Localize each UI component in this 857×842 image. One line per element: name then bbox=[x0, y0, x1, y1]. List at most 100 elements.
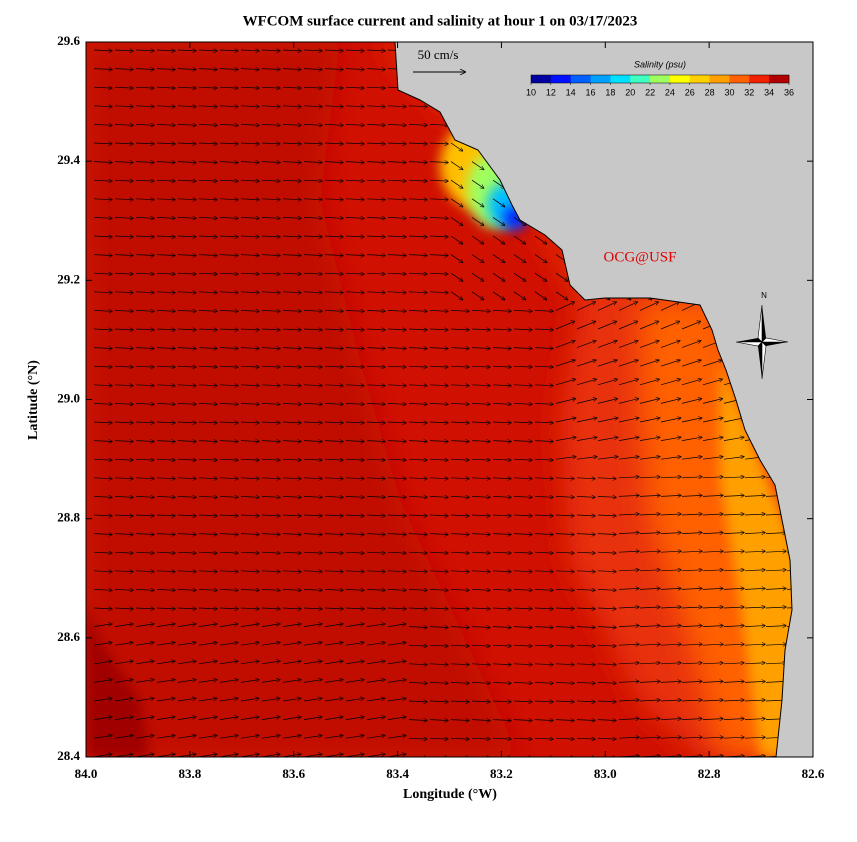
current-arrow bbox=[114, 348, 133, 349]
current-arrow bbox=[387, 143, 406, 144]
current-arrow bbox=[93, 680, 112, 683]
current-arrow bbox=[408, 515, 427, 516]
current-arrow bbox=[303, 459, 322, 460]
current-arrow bbox=[513, 310, 532, 311]
current-arrow bbox=[345, 403, 364, 404]
current-arrow bbox=[303, 608, 322, 609]
current-arrow bbox=[345, 236, 364, 237]
current-arrow bbox=[114, 87, 133, 88]
current-arrow bbox=[723, 418, 744, 423]
current-arrow bbox=[219, 310, 238, 311]
current-arrow bbox=[387, 217, 406, 218]
current-arrow bbox=[744, 719, 765, 720]
current-arrow bbox=[702, 700, 723, 701]
current-arrow bbox=[744, 626, 765, 627]
current-arrow bbox=[513, 403, 532, 404]
colorbar-tick-label: 16 bbox=[586, 87, 596, 97]
current-arrow bbox=[303, 589, 322, 590]
current-arrow bbox=[366, 180, 385, 181]
current-arrow bbox=[534, 682, 553, 683]
current-arrow bbox=[135, 422, 154, 423]
current-arrow bbox=[618, 626, 639, 627]
current-arrow bbox=[156, 403, 175, 404]
x-tick-label: 83.0 bbox=[594, 766, 617, 781]
y-axis-label: Latitude (°N) bbox=[26, 360, 41, 440]
compass-label: N bbox=[761, 291, 767, 300]
current-arrow bbox=[240, 571, 259, 572]
current-arrow bbox=[345, 624, 364, 627]
current-arrow bbox=[135, 698, 154, 702]
current-arrow bbox=[450, 179, 463, 188]
current-arrow bbox=[261, 217, 280, 218]
current-arrow bbox=[681, 700, 702, 701]
current-arrow bbox=[366, 199, 385, 200]
current-arrow bbox=[492, 272, 505, 281]
current-arrow bbox=[156, 515, 175, 516]
current-arrow bbox=[639, 551, 660, 552]
current-arrow bbox=[450, 254, 463, 263]
current-arrow bbox=[492, 552, 511, 553]
current-arrow bbox=[324, 515, 343, 516]
current-arrow bbox=[366, 736, 385, 739]
current-arrow bbox=[135, 180, 154, 181]
current-arrow bbox=[261, 552, 280, 553]
current-arrow bbox=[324, 403, 343, 404]
current-arrow bbox=[324, 329, 343, 330]
current-arrow bbox=[408, 664, 427, 665]
current-arrow bbox=[492, 720, 511, 721]
current-arrow bbox=[555, 418, 576, 423]
current-arrow bbox=[765, 626, 786, 627]
current-arrow bbox=[366, 329, 385, 330]
current-arrow bbox=[450, 515, 469, 516]
current-arrow bbox=[492, 385, 511, 386]
current-arrow bbox=[471, 291, 484, 300]
current-arrow bbox=[471, 217, 484, 225]
current-arrow bbox=[135, 143, 154, 144]
current-arrow bbox=[576, 302, 595, 311]
current-arrow bbox=[261, 124, 280, 125]
current-arrow bbox=[471, 310, 490, 311]
current-arrow bbox=[282, 534, 301, 535]
current-arrow bbox=[471, 496, 490, 497]
current-arrow bbox=[387, 385, 406, 386]
current-arrow bbox=[366, 459, 385, 460]
current-arrow bbox=[597, 321, 617, 330]
current-arrow bbox=[156, 717, 175, 720]
current-arrow bbox=[93, 273, 112, 274]
current-arrow bbox=[324, 310, 343, 311]
colorbar-swatch bbox=[729, 75, 750, 83]
current-arrow bbox=[114, 50, 133, 51]
current-arrow bbox=[765, 644, 786, 645]
current-arrow bbox=[93, 236, 112, 237]
current-arrow bbox=[408, 608, 427, 609]
current-arrow bbox=[114, 217, 133, 218]
current-arrow bbox=[534, 385, 553, 386]
colorbar-swatch bbox=[650, 75, 671, 83]
current-arrow bbox=[744, 533, 765, 534]
current-arrow bbox=[135, 624, 154, 627]
current-arrow bbox=[198, 496, 217, 497]
current-arrow bbox=[135, 496, 154, 497]
current-arrow bbox=[723, 570, 744, 571]
current-arrow bbox=[198, 69, 217, 70]
current-arrow bbox=[597, 360, 617, 367]
current-arrow bbox=[156, 348, 175, 349]
current-arrow bbox=[93, 106, 112, 107]
current-arrow bbox=[240, 736, 259, 739]
current-arrow bbox=[660, 681, 681, 682]
current-arrow bbox=[450, 645, 469, 646]
current-arrow bbox=[345, 292, 364, 293]
colorbar-swatch bbox=[669, 75, 691, 83]
current-arrow bbox=[240, 292, 259, 293]
current-arrow bbox=[597, 515, 616, 516]
current-arrow bbox=[576, 682, 595, 683]
current-arrow bbox=[93, 329, 112, 330]
current-arrow bbox=[303, 199, 322, 200]
current-arrow bbox=[282, 124, 301, 125]
current-arrow bbox=[219, 348, 238, 349]
current-arrow bbox=[240, 496, 259, 497]
current-arrow bbox=[576, 457, 597, 460]
current-arrow bbox=[282, 273, 301, 274]
current-arrow bbox=[639, 437, 660, 441]
current-arrow bbox=[324, 680, 343, 683]
